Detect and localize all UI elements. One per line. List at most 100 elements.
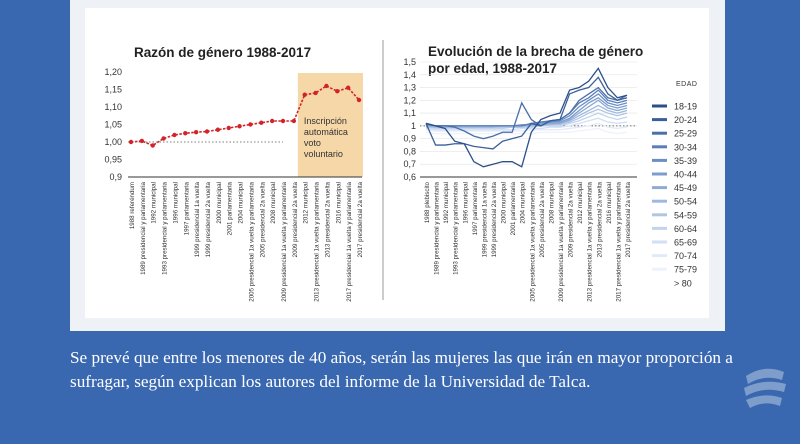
left-y-tick-label: 0,9	[109, 172, 122, 182]
left-annotation-line: voto	[304, 138, 321, 148]
right-x-tick-label: 1999 presidencial 1a vuelta	[481, 181, 488, 257]
left-x-tick-label: 2009 presidencial 2a vuelta	[292, 181, 299, 257]
right-y-tick-label: 1,5	[403, 57, 416, 67]
left-x-tick-label: 2016 municipal	[335, 182, 342, 224]
left-x-tick-label: 2013 presidencial 2a vuelta	[324, 181, 331, 257]
left-data-point	[183, 131, 188, 136]
legend-label: 60-64	[674, 224, 697, 234]
left-annotation-line: automática	[304, 127, 348, 137]
legend-label: 50-54	[674, 197, 697, 207]
left-data-point	[215, 127, 221, 132]
legend-label: 54-59	[674, 210, 697, 220]
left-x-tick-label: 2012 municipal	[303, 182, 310, 224]
left-x-tick-label: 1992 municipal	[151, 182, 158, 224]
left-x-tick-label: 2017 presidencial 2a vuelta	[357, 181, 364, 257]
right-x-tick-label: 2017 presidencial 1a vuelta y parlamenta…	[615, 181, 622, 301]
left-x-tick-label: 1993 presidencial y parlamentaria	[162, 181, 169, 274]
legend-label: 18-19	[674, 102, 697, 112]
left-x-tick-label: 2009 presidencial 1a vuelta y parlamenta…	[281, 181, 288, 301]
left-y-tick-label: 1,00	[104, 137, 122, 147]
left-x-tick-label: 2000 municipal	[216, 182, 223, 224]
right-x-tick-label: 1988 plebiscito	[424, 181, 431, 223]
right-y-tick-label: 1,3	[403, 83, 416, 93]
right-x-tick-label: 1999 presidencial 2a vuelta	[491, 181, 498, 257]
left-y-tick-label: 0,95	[104, 155, 122, 165]
legend-title: EDAD	[676, 81, 697, 88]
left-x-tick-label: 2005 presidencial 2a vuelta	[259, 181, 266, 257]
left-data-point	[291, 118, 297, 124]
left-x-tick-label: 1996 municipal	[172, 182, 179, 224]
left-data-point	[248, 122, 253, 127]
left-x-tick-label: 2001 parlamentaria	[227, 181, 234, 235]
left-y-tick-label: 1,05	[104, 120, 122, 130]
left-series-line	[130, 85, 360, 147]
left-data-point	[324, 83, 329, 89]
left-data-point	[313, 90, 318, 96]
left-data-point	[161, 136, 166, 141]
left-x-tick-label: 1989 presidencial y parlamentaria	[140, 181, 147, 274]
left-data-point	[356, 97, 362, 103]
right-y-tick-label: 0,6	[403, 172, 416, 182]
right-x-tick-label: 1997 parlamentaria	[472, 181, 479, 235]
left-y-tick-label: 1,15	[104, 85, 122, 95]
right-x-tick-label: 1993 presidencial y parlamentaria	[453, 181, 460, 274]
legend-label: 25-29	[674, 129, 697, 139]
legend-label: 35-39	[674, 156, 697, 166]
left-x-tick-label: 1999 presidencial 1a vuelta	[194, 181, 201, 257]
left-x-tick-label: 2017 presidencial 1a vuelta y parlamenta…	[346, 181, 353, 301]
left-y-tick-label: 1,20	[104, 67, 122, 77]
legend-label: 30-34	[674, 142, 697, 152]
left-data-point	[128, 139, 134, 145]
series-line-25-29	[425, 86, 628, 140]
series-line-18-19	[425, 67, 628, 168]
left-annotation-line: Inscripción	[304, 116, 347, 126]
left-x-tick-label: 1997 parlamentaria	[183, 181, 190, 235]
left-data-point	[150, 143, 155, 148]
series-line-20-24	[425, 76, 628, 150]
left-x-tick-label: 1999 presidencial 2a vuelta	[205, 181, 212, 257]
right-x-tick-label: 2004 municipal	[520, 182, 527, 224]
left-data-point	[280, 118, 286, 124]
left-x-tick-label: 2005 presidencial 1a vuelta y parlamenta…	[248, 181, 255, 301]
legend-label: 40-44	[674, 170, 697, 180]
right-y-tick-label: 0,9	[403, 134, 416, 144]
left-data-point	[139, 138, 145, 144]
left-x-tick-label: 2008 municipal	[270, 182, 277, 224]
right-x-tick-label: 2009 presidencial 1a vuelta y parlamenta…	[558, 181, 565, 301]
left-highlight-band	[297, 73, 363, 177]
legend-label: > 80	[674, 278, 692, 288]
left-chart-title: Razón de género 1988-2017	[134, 45, 312, 60]
left-data-point	[237, 124, 242, 129]
legend-label: 45-49	[674, 183, 697, 193]
series-line-30-34	[425, 89, 628, 127]
right-x-tick-label: 2017 presidencial 2a vuelta	[625, 181, 632, 257]
right-x-tick-label: 2005 presidencial 1a vuelta y parlamenta…	[529, 181, 536, 301]
left-data-point	[335, 89, 340, 94]
right-x-tick-label: 2001 parlamentaria	[510, 181, 517, 235]
right-y-tick-label: 0,7	[403, 159, 416, 169]
left-y-tick-label: 1,10	[104, 102, 122, 112]
left-x-tick-label: 2013 presidencial 1a vuelta y parlamenta…	[314, 181, 321, 301]
right-x-tick-label: 2000 municipal	[501, 182, 508, 224]
right-x-tick-label: 2016 municipal	[606, 182, 613, 224]
left-annotation-line: voluntario	[304, 149, 343, 159]
right-x-tick-label: 2009 presidencial 2a vuelta	[568, 181, 575, 257]
legend-label: 75-79	[674, 265, 697, 275]
left-data-point	[204, 129, 210, 134]
left-data-point	[345, 85, 351, 90]
right-x-tick-label: 2013 presidencial 2a vuelta	[596, 181, 603, 257]
right-x-tick-label: 1989 presidencial y parlamentaria	[434, 181, 441, 274]
series-line-75-79	[425, 127, 628, 135]
right-y-tick-label: 1,4	[403, 70, 416, 80]
left-data-point	[172, 132, 177, 138]
right-x-tick-label: 1996 municipal	[462, 182, 469, 224]
right-x-tick-label: 2013 presidencial 1a vuelta y parlamenta…	[587, 181, 594, 301]
legend-label: 65-69	[674, 238, 697, 248]
right-y-tick-label: 0,8	[403, 146, 416, 156]
right-x-tick-label: 2008 municipal	[548, 182, 555, 224]
figure-inner	[85, 8, 709, 318]
left-data-point	[269, 118, 275, 124]
right-y-tick-label: 1	[411, 121, 416, 131]
right-x-tick-label: 2005 presidencial 2a vuelta	[539, 181, 546, 257]
